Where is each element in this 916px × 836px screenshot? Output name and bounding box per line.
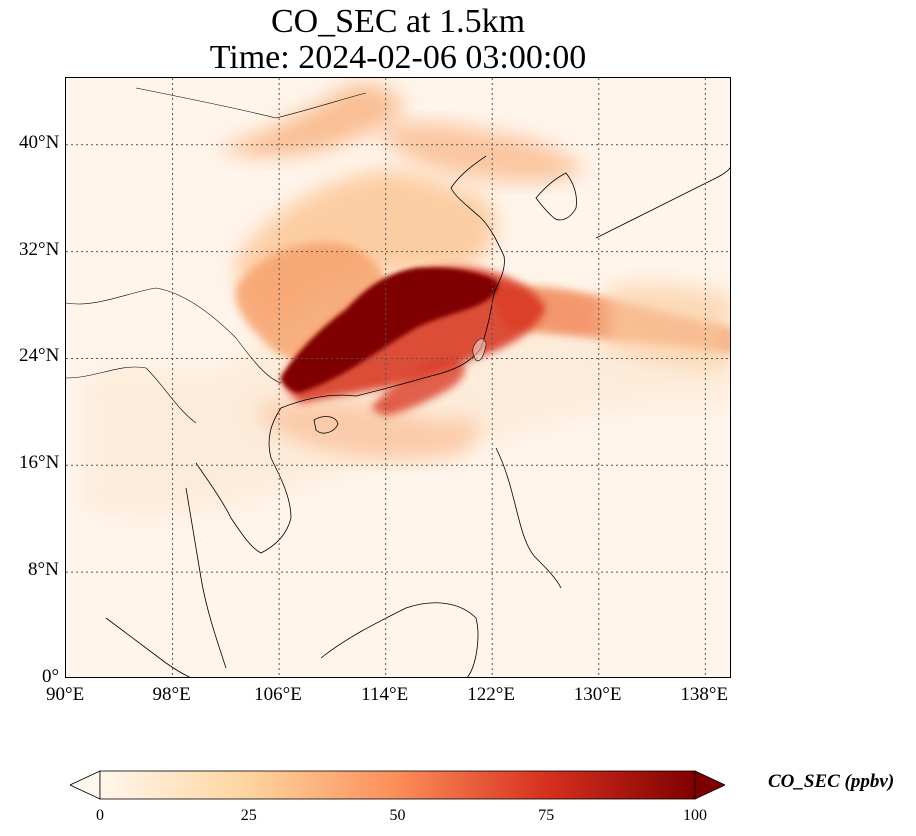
plume-south-red-streak [371,358,466,416]
plume-northern-arc [216,84,406,157]
lat-tick-label: 40°N [19,131,60,153]
coastline-china-east [280,155,505,409]
lon-tick-label: 122°E [467,684,515,705]
chart-title: CO_SEC at 1.5km [270,3,526,40]
plume-north-east [376,122,586,183]
lat-tick-label: 16°N [19,452,60,474]
border-north [135,87,367,119]
coastline-borneo [320,602,479,677]
lon-tick-label: 106°E [254,684,302,705]
colorbar-tick-label: 0 [96,807,104,824]
map-panel [65,77,731,678]
coastline-korea [535,172,577,221]
lon-tick-label: 130°E [573,684,622,705]
colorbar-extend-low [70,770,101,800]
coastline-indochina [195,407,292,554]
lon-tick-label: 98°E [152,684,191,705]
coastline-sumatra [105,617,191,677]
colorbar-tick-label: 100 [683,807,707,824]
lat-tick-label: 32°N [19,238,60,260]
plume-dark-core [281,267,499,393]
plume-east-tail [606,283,730,368]
taiwan-island [472,338,486,361]
colorbar-extend-high [694,770,725,800]
lon-tick-label: 114°E [361,684,409,705]
coastline-japan [595,167,730,239]
colorbar-tick-label: 25 [240,807,257,824]
gridlines [66,78,730,677]
colorbar [70,770,725,800]
coastline-philippines [495,447,562,589]
lat-tick-label: 0° [42,666,60,687]
colorbar-label: CO_SEC (ppbv) [768,771,895,792]
map-canvas [66,78,730,677]
coastlines [66,87,730,677]
coastline-malay-peninsula [185,487,227,669]
plume-south-shelf [256,400,479,460]
lat-tick-label: 8°N [28,559,59,581]
colorbar-gradient [99,770,696,800]
border-inland-1 [66,287,282,384]
coastline-hainan [313,416,339,434]
lat-tick-label: 24°N [19,345,60,367]
co-concentration-field [86,84,730,516]
colorbar-tick-label: 75 [538,807,555,824]
lon-tick-label: 138°E [680,684,729,705]
chart-subtitle-time: Time: 2024-02-06 03:00:00 [209,39,587,76]
colorbar-tick-label: 50 [389,807,406,824]
border-inland-2 [66,366,197,424]
lon-tick-label: 90°E [46,684,85,705]
